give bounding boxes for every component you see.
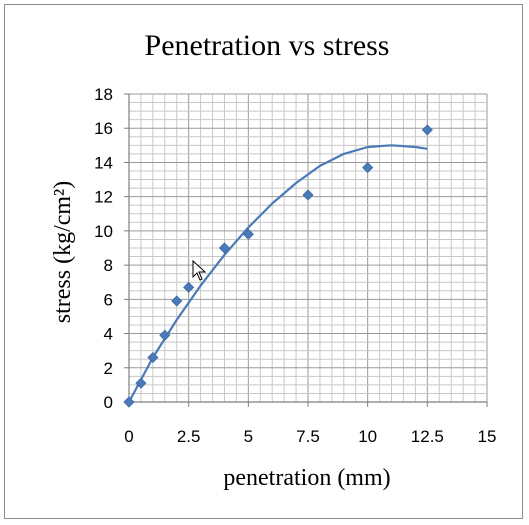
data-point	[135, 377, 147, 389]
y-tick-label: 2	[104, 359, 113, 378]
y-tick-label: 12	[94, 188, 113, 207]
x-axis-label: penetration (mm)	[223, 465, 390, 491]
y-tick-label: 16	[94, 119, 113, 138]
y-tick-label: 4	[104, 325, 113, 344]
x-tick-label: 0	[124, 427, 133, 446]
data-point	[171, 295, 183, 307]
y-tick-label: 18	[94, 85, 113, 104]
data-point	[242, 228, 254, 240]
data-point	[218, 242, 231, 254]
x-tick-label: 7.5	[296, 427, 320, 446]
data-point	[159, 329, 171, 341]
x-tick-labels: 0 2.5 5 7.5 10 12.5 15	[124, 402, 496, 446]
data-points	[123, 124, 433, 408]
trendline	[128, 144, 428, 403]
y-tick-label: 10	[94, 222, 113, 241]
y-axis-label: stress (kg/cm²)	[50, 181, 76, 324]
y-tick-label: 14	[94, 153, 113, 172]
y-tick-label: 6	[104, 290, 113, 309]
x-tick-label: 2.5	[177, 427, 201, 446]
x-tick-label: 12.5	[411, 427, 444, 446]
x-tick-label: 5	[244, 427, 253, 446]
mouse-cursor-icon	[192, 259, 207, 281]
y-tick-labels: 0 2 4 6 8 10 12 14 16 18	[94, 85, 129, 412]
data-point	[183, 281, 195, 293]
y-tick-label: 8	[104, 256, 113, 275]
x-tick-label: 10	[358, 427, 377, 446]
data-point	[147, 351, 159, 364]
data-point	[302, 189, 314, 201]
data-point	[362, 162, 374, 174]
data-point	[123, 396, 135, 408]
trendline-group	[128, 144, 428, 403]
plot-grid	[128, 93, 488, 403]
y-tick-label: 0	[104, 393, 113, 412]
chart-title: Penetration vs stress	[145, 29, 390, 62]
data-point	[421, 124, 433, 136]
chart-frame	[4, 4, 523, 519]
x-tick-label: 15	[478, 427, 497, 446]
